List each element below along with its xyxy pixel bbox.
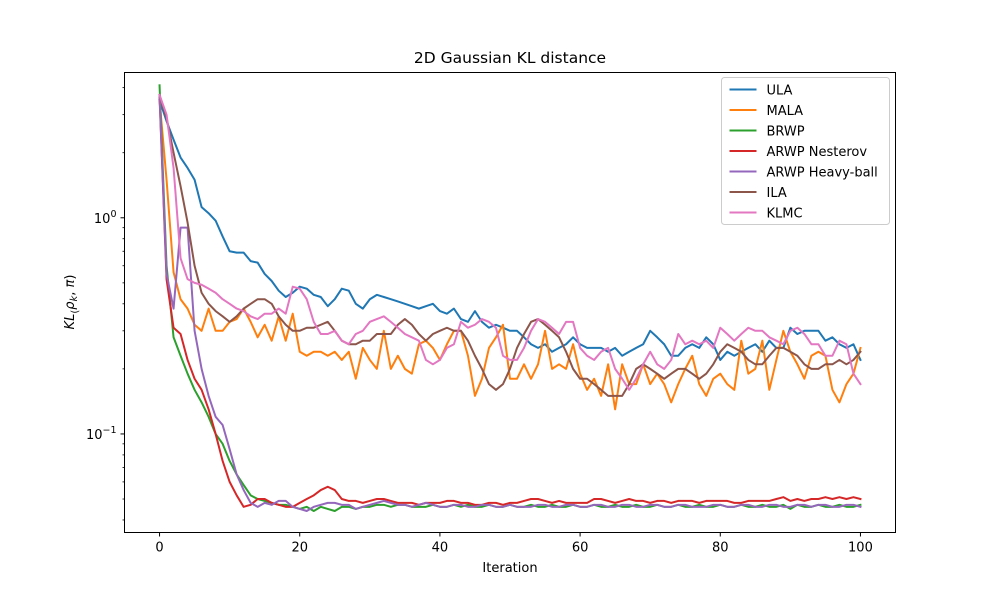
y-tick-label: 10−1 xyxy=(86,425,117,443)
legend: ULA MALA BRWP ARWP Nesterov ARWP Heavy-ball I… xyxy=(721,77,890,225)
series-line-klmc xyxy=(158,93,862,391)
legend-label: ILA xyxy=(767,186,787,201)
legend-label: KLMC xyxy=(767,207,803,222)
x-axis-title: Iteration xyxy=(482,561,537,576)
y-axis-ticks: 100 10−1 xyxy=(86,87,125,521)
series-line-ila xyxy=(158,93,862,397)
legend-label: MALA xyxy=(767,104,804,119)
x-axis-ticks: 0 20 40 60 80 100 xyxy=(155,532,873,556)
series-line-mala xyxy=(158,99,862,411)
series-line-arwp-nesterov xyxy=(158,96,862,508)
series-line-arwp-heavy-ball xyxy=(158,93,862,513)
chart-title: 2D Gaussian KL distance xyxy=(414,49,606,67)
legend-label: ARWP Nesterov xyxy=(767,145,868,160)
x-tick-label: 100 xyxy=(848,541,873,556)
legend-label: ULA xyxy=(767,84,793,99)
x-tick-label: 0 xyxy=(155,541,163,556)
x-tick-label: 20 xyxy=(291,541,308,556)
legend-label: ARWP Heavy-ball xyxy=(767,166,878,181)
y-tick-label: 100 xyxy=(94,209,117,227)
legend-box xyxy=(721,77,890,225)
plot-frame xyxy=(124,72,896,533)
plot-lines xyxy=(158,84,862,513)
legend-label: BRWP xyxy=(767,125,805,140)
x-tick-label: 60 xyxy=(572,541,589,556)
x-tick-label: 80 xyxy=(712,541,729,556)
x-tick-label: 40 xyxy=(432,541,449,556)
y-axis-title: KL(ρk, π) xyxy=(63,275,81,330)
